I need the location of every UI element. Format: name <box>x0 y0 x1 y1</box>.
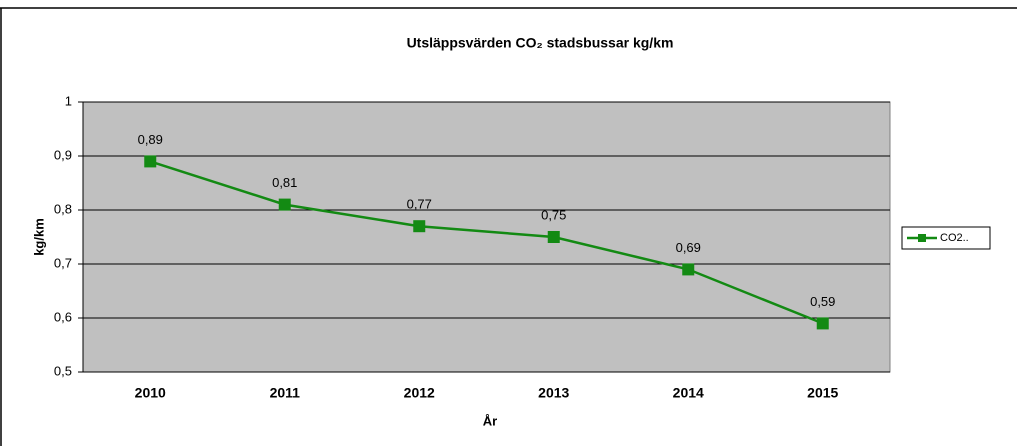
x-tick-label: 2012 <box>404 385 435 401</box>
data-label: 0,77 <box>407 197 432 212</box>
data-label: 0,81 <box>272 175 297 190</box>
legend-label: CO2.. <box>940 232 969 244</box>
data-label: 0,89 <box>138 132 163 147</box>
data-point <box>278 198 291 211</box>
y-axis-label: kg/km <box>31 218 46 256</box>
data-label: 0,75 <box>541 207 566 222</box>
y-tick-label: 0,5 <box>54 363 72 378</box>
data-label: 0,69 <box>676 240 701 255</box>
y-tick-label: 0,8 <box>54 201 72 216</box>
data-point <box>682 263 695 276</box>
data-point <box>547 231 560 243</box>
y-tick-label: 0,9 <box>54 147 72 162</box>
series-line <box>149 160 824 325</box>
x-axis-label: År <box>483 413 497 428</box>
legend-box <box>901 226 991 250</box>
legend-marker <box>918 234 926 242</box>
data-point <box>816 317 829 330</box>
x-tick-label: 2015 <box>807 385 838 401</box>
x-tick-label: 2014 <box>673 385 704 401</box>
x-tick-label: 2011 <box>270 385 301 401</box>
y-tick-label: 1 <box>65 93 72 108</box>
data-label: 0,59 <box>810 294 835 309</box>
x-tick-label: 2013 <box>538 385 569 401</box>
x-tick-label: 2010 <box>135 385 166 401</box>
chart-title: Utsläppsvärden CO₂ stadsbussar kg/km <box>407 35 674 51</box>
y-tick-label: 0,6 <box>54 309 72 324</box>
y-tick-label: 0,7 <box>54 255 72 270</box>
data-point <box>144 155 157 168</box>
data-point <box>413 220 426 233</box>
plot-area <box>82 101 891 373</box>
